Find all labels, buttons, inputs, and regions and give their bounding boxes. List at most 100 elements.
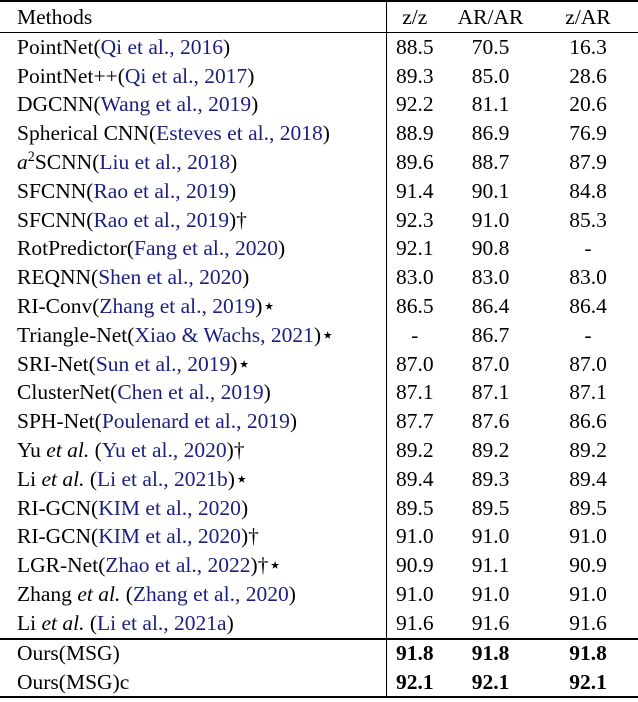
citation-link[interactable]: Li et al., 2021a bbox=[97, 610, 227, 635]
value-cell: 85.0 bbox=[471, 63, 510, 88]
method-name: ) bbox=[240, 495, 249, 520]
column-header-zz: z/z bbox=[386, 1, 443, 33]
value-cell: 88.5 bbox=[395, 34, 434, 59]
citation-link[interactable]: Qi et al., 2016 bbox=[100, 34, 224, 59]
table-row: a2SCNN(Liu et al., 2018) 89.6 88.7 87.9 bbox=[0, 148, 638, 177]
table-row: Ours(MSG) 91.8 91.8 91.8 bbox=[0, 637, 638, 668]
value-cell: 16.3 bbox=[569, 34, 607, 59]
method-name: )⋆ bbox=[227, 466, 249, 491]
table-row: Spherical CNN(Esteves et al., 2018) 88.9 8… bbox=[0, 119, 638, 149]
method-name: )†⋆ bbox=[250, 553, 282, 578]
value-cell: 91.0 bbox=[569, 582, 607, 607]
table-row: Zhang et al. (Zhang et al., 2020) 91.0 91.… bbox=[0, 580, 638, 609]
value-cell: 91.0 bbox=[395, 582, 434, 607]
value-cell: 87.0 bbox=[395, 351, 434, 376]
value-cell: 92.2 bbox=[395, 92, 434, 117]
citation-link[interactable]: Li et al., 2021b bbox=[97, 466, 228, 491]
value-cell: 90.1 bbox=[471, 178, 510, 203]
citation-link[interactable]: Poulenard et al., 2019 bbox=[101, 409, 290, 434]
table-row: RI-GCN(KIM et al., 2020)† 91.0 91.0 91.0 bbox=[0, 522, 638, 552]
method-name: RI-GCN( bbox=[17, 495, 99, 520]
method-name: )⋆ bbox=[255, 294, 276, 319]
method-name: Li bbox=[17, 610, 42, 635]
method-cell: LGR-Net(Zhao et al., 2022)†⋆ bbox=[0, 551, 387, 581]
method-name-italic: et al. bbox=[77, 582, 121, 607]
value-cell: 91.0 bbox=[471, 582, 510, 607]
value-cell: 91.0 bbox=[395, 524, 434, 549]
value-cell: 91.6 bbox=[395, 610, 434, 635]
citation-link[interactable]: Zhao et al., 2022 bbox=[105, 553, 251, 578]
method-name: )† bbox=[229, 207, 247, 232]
citation-link[interactable]: Fang et al., 2020 bbox=[134, 236, 278, 261]
value-cell: 89.5 bbox=[471, 495, 510, 520]
method-cell: Yu et al. (Yu et al., 2020)† bbox=[0, 436, 387, 465]
citation-link[interactable]: KIM et al., 2020 bbox=[98, 524, 241, 549]
value-cell: 92.3 bbox=[395, 207, 434, 232]
value-cell: 83.0 bbox=[569, 265, 607, 290]
method-name: ( bbox=[89, 438, 102, 463]
method-name: LGR-Net( bbox=[17, 553, 106, 578]
method-name-italic: et al. bbox=[41, 610, 85, 635]
method-name: )† bbox=[226, 438, 245, 463]
citation-link[interactable]: Wang et al., 2019 bbox=[100, 92, 252, 117]
citation-link[interactable]: Shen et al., 2020 bbox=[98, 265, 243, 290]
superscript: 2 bbox=[27, 148, 35, 165]
value-cell: 89.2 bbox=[569, 438, 607, 463]
value-cell: 90.8 bbox=[471, 236, 510, 261]
value-cell: 87.0 bbox=[569, 351, 607, 376]
table-row: SPH-Net(Poulenard et al., 2019) 87.7 87.6 8… bbox=[0, 407, 638, 437]
method-name: ) bbox=[229, 178, 237, 203]
citation-link[interactable]: Liu et al., 2018 bbox=[99, 150, 231, 175]
method-name: ) bbox=[322, 121, 330, 146]
method-cell: Ours(MSG)c bbox=[0, 667, 387, 698]
citation-link[interactable]: Rao et al., 2019 bbox=[93, 207, 230, 232]
value-cell: 91.8 bbox=[443, 637, 538, 668]
citation-link[interactable]: Sun et al., 2019 bbox=[95, 351, 231, 376]
header-row: Methods z/z AR/AR z/AR bbox=[0, 1, 638, 33]
value-cell: 91.6 bbox=[471, 610, 510, 635]
method-name: ) bbox=[289, 409, 298, 434]
method-name: )† bbox=[240, 524, 259, 549]
citation-link[interactable]: Xiao & Wachs, 2021 bbox=[134, 322, 314, 347]
citation-link[interactable]: Zhang et al., 2020 bbox=[132, 582, 289, 607]
value-cell: 86.4 bbox=[471, 294, 510, 319]
method-cell: SPH-Net(Poulenard et al., 2019) bbox=[0, 407, 387, 437]
table-row: SFCNN(Rao et al., 2019)† 92.3 91.0 85.3 bbox=[0, 205, 638, 235]
value-cell: - bbox=[584, 322, 592, 347]
method-cell: PointNet++(Qi et al., 2017) bbox=[0, 61, 387, 91]
citation-link[interactable]: Rao et al., 2019 bbox=[93, 178, 230, 203]
method-name: SPH-Net( bbox=[17, 409, 102, 434]
value-cell: 91.6 bbox=[569, 610, 607, 635]
method-name: ) bbox=[247, 63, 255, 88]
value-cell: 89.2 bbox=[395, 438, 434, 463]
method-name: Zhang bbox=[17, 582, 78, 607]
method-cell: Spherical CNN(Esteves et al., 2018) bbox=[0, 119, 387, 149]
citation-link[interactable]: KIM et al., 2020 bbox=[98, 495, 241, 520]
citation-link[interactable]: Zhang et al., 2019 bbox=[99, 294, 256, 319]
table-row: RI-Conv(Zhang et al., 2019)⋆ 86.5 86.4 86.4 bbox=[0, 292, 638, 321]
value-cell: 89.4 bbox=[395, 466, 434, 491]
value-cell: 89.3 bbox=[471, 466, 510, 491]
method-name: ( bbox=[120, 582, 133, 607]
method-name-italic: a bbox=[17, 150, 28, 175]
citation-link[interactable]: Esteves et al., 2018 bbox=[156, 121, 323, 146]
method-name: Ours(MSG)c bbox=[17, 669, 130, 694]
method-cell: REQNN(Shen et al., 2020) bbox=[0, 263, 387, 293]
method-cell: RI-GCN(KIM et al., 2020) bbox=[0, 493, 387, 523]
table-row: Li et al. (Li et al., 2021b)⋆ 89.4 89.3 89.… bbox=[0, 464, 638, 494]
method-name: ) bbox=[251, 92, 259, 117]
value-cell: 92.1 bbox=[395, 236, 434, 261]
citation-link[interactable]: Chen et al., 2019 bbox=[117, 380, 264, 405]
method-name: RI-GCN( bbox=[17, 524, 99, 549]
method-name: DGCNN( bbox=[17, 92, 101, 117]
column-header-arar: AR/AR bbox=[443, 1, 538, 33]
table-body: PointNet(Qi et al., 2016) 88.5 70.5 16.3 Poi… bbox=[0, 32, 638, 698]
citation-link[interactable]: Yu et al., 2020 bbox=[101, 438, 227, 463]
method-name: SFCNN( bbox=[17, 178, 94, 203]
table-row: ClusterNet(Chen et al., 2019) 87.1 87.1 87.… bbox=[0, 378, 638, 408]
method-cell: DGCNN(Wang et al., 2019) bbox=[0, 90, 387, 120]
value-cell: 88.9 bbox=[395, 121, 434, 146]
method-name: ) bbox=[226, 610, 234, 635]
citation-link[interactable]: Qi et al., 2017 bbox=[124, 63, 248, 88]
